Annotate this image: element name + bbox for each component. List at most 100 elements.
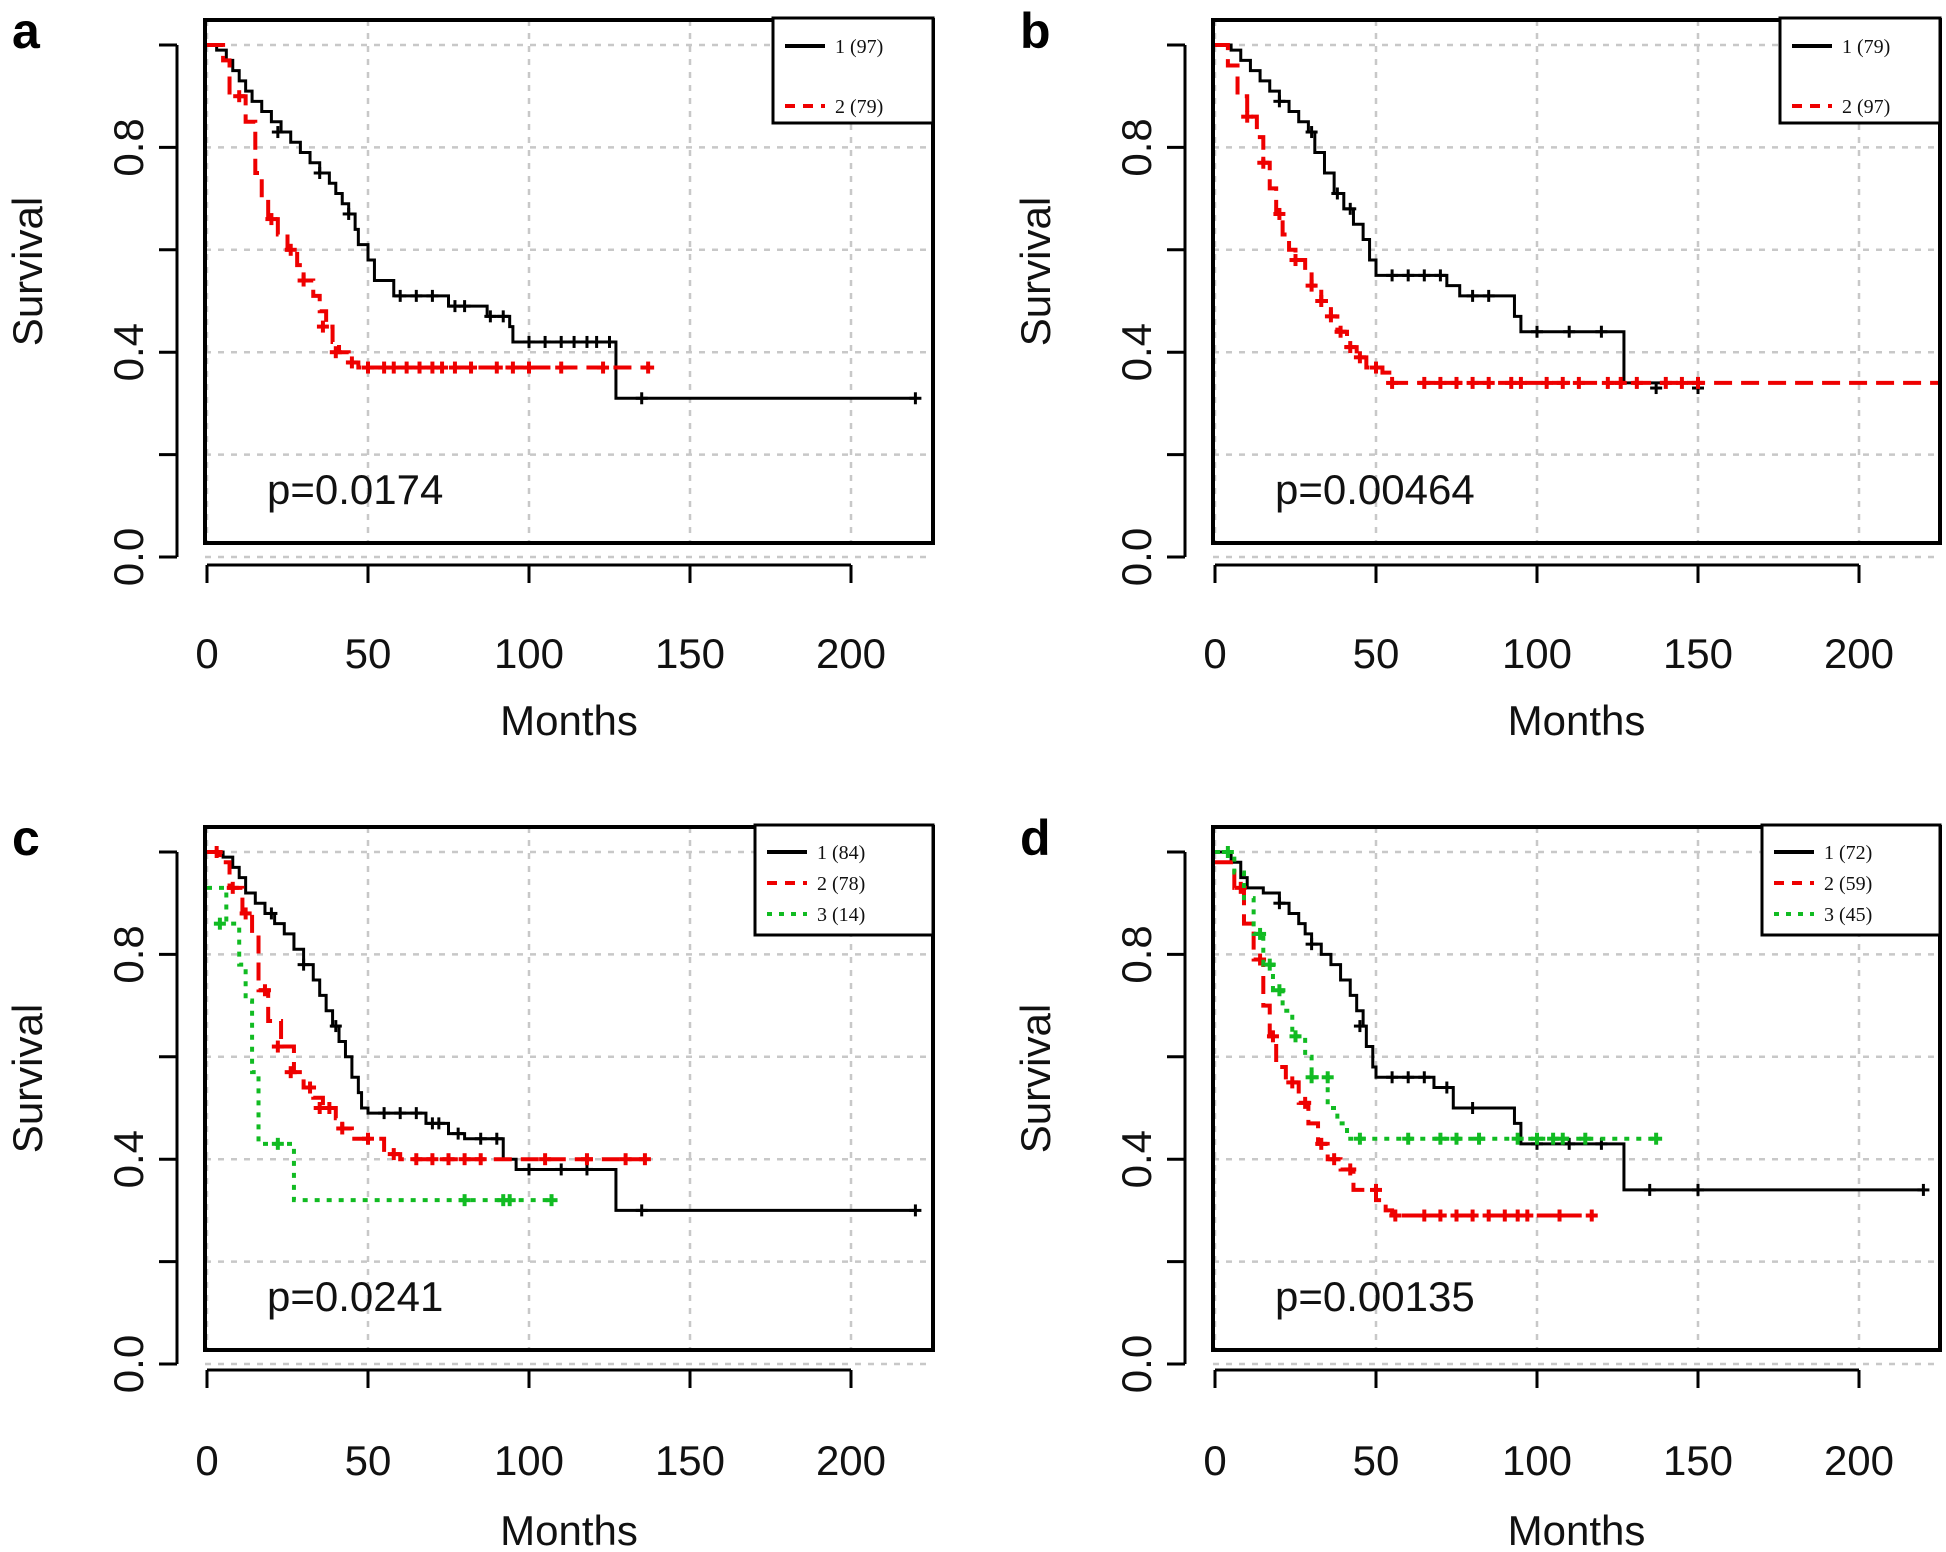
x-tick-label: 50 xyxy=(1353,1437,1400,1484)
panel-letter: b xyxy=(1020,3,1051,59)
censor-mark xyxy=(410,1153,423,1166)
censor-mark xyxy=(387,1148,400,1161)
censor-mark xyxy=(1692,1183,1704,1196)
censor-mark xyxy=(909,392,922,405)
censor-mark xyxy=(265,213,278,226)
censor-mark xyxy=(1257,156,1270,169)
censor-mark xyxy=(1315,295,1328,307)
x-tick-label: 50 xyxy=(1353,630,1400,677)
censor-mark xyxy=(1386,376,1399,389)
survival-curve-group3 xyxy=(1215,850,1657,1141)
p-value-annotation: p=0.00135 xyxy=(1275,1273,1475,1320)
censor-mark xyxy=(458,300,471,313)
censor-mark xyxy=(345,356,358,369)
censor-mark xyxy=(1466,289,1479,302)
censor-mark xyxy=(1482,289,1495,302)
censor-mark xyxy=(1273,897,1286,910)
plot-frame xyxy=(1211,825,1942,1352)
censor-mark xyxy=(1221,846,1234,858)
censor-mark xyxy=(448,361,461,374)
censor-mark xyxy=(909,1204,922,1217)
survival-curve-group2 xyxy=(207,850,649,1162)
censor-mark xyxy=(1556,376,1569,389)
censor-mark xyxy=(458,1194,471,1207)
panel-b: b 1 (79) 2 (97) 0 50 100 150 200 Months 0.0 0.4 0.8… xyxy=(1012,3,1942,744)
x-axis: 0 50 100 150 200 xyxy=(195,1368,886,1484)
censor-mark xyxy=(1305,279,1318,292)
censor-mark xyxy=(1482,1209,1495,1222)
censor-mark xyxy=(323,1102,336,1114)
x-axis: 0 50 100 150 200 xyxy=(195,563,886,677)
survival-curve-group1 xyxy=(1215,43,1698,385)
x-tick-label: 50 xyxy=(345,1437,392,1484)
censor-mark xyxy=(1418,269,1431,282)
censor-mark xyxy=(432,1117,445,1130)
censor-mark xyxy=(1353,1020,1366,1033)
y-tick-label: 0.8 xyxy=(1113,118,1160,176)
censor-mark xyxy=(304,1081,317,1094)
y-axis: 0.0 0.4 0.8 xyxy=(105,43,179,586)
censor-mark xyxy=(1263,958,1276,971)
censor-mark xyxy=(1563,325,1576,338)
panel-letter: c xyxy=(12,810,40,866)
p-value-annotation: p=0.00464 xyxy=(1275,466,1475,513)
censor-mark xyxy=(378,1107,391,1120)
censor-mark xyxy=(1353,351,1366,364)
x-tick-label: 0 xyxy=(1203,630,1226,677)
censor-mark xyxy=(635,1204,648,1217)
panel-d: d 1 (72) 2 (59) 3 (45) 0 50 100 150 200 Months 0.0… xyxy=(1012,810,1942,1552)
x-tick-label: 200 xyxy=(1824,630,1894,677)
censor-mark xyxy=(297,274,310,287)
y-axis: 0.0 0.4 0.8 xyxy=(1113,43,1187,586)
censor-mark xyxy=(436,361,449,374)
censor-mark xyxy=(1299,1096,1312,1109)
censor-mark xyxy=(1498,1209,1511,1222)
censor-mark xyxy=(1450,1132,1463,1145)
censor-mark xyxy=(1402,1132,1415,1145)
censor-mark xyxy=(1659,376,1672,389)
censor-mark xyxy=(452,1127,465,1140)
censor-mark xyxy=(387,361,400,374)
x-tick-label: 50 xyxy=(345,630,392,677)
censor-mark xyxy=(1389,1209,1402,1222)
censor-mark xyxy=(474,1153,487,1166)
censor-mark xyxy=(297,958,310,971)
censor-mark xyxy=(413,361,426,374)
censor-mark xyxy=(1254,927,1267,940)
y-tick-label: 0.0 xyxy=(1113,528,1160,586)
censor-mark xyxy=(1466,1209,1479,1222)
plot-frame xyxy=(1211,18,1942,545)
legend-label: 1 (72) xyxy=(1824,842,1872,864)
survival-curve-group1 xyxy=(207,43,916,400)
censor-mark xyxy=(497,310,510,323)
censor-mark xyxy=(1514,376,1527,389)
legend-box xyxy=(771,16,935,125)
censor-mark xyxy=(258,984,271,997)
panel-c: c 1 (84) 2 (78) 3 (14) 0 50 100 150 200 Months 0.0… xyxy=(4,810,935,1552)
censor-mark xyxy=(1266,1030,1279,1043)
censor-mark xyxy=(394,1107,407,1120)
censor-mark xyxy=(1289,1030,1302,1043)
censor-mark xyxy=(1331,187,1344,200)
x-tick-label: 150 xyxy=(1663,630,1733,677)
censor-mark xyxy=(603,335,616,348)
censor-mark xyxy=(329,1020,342,1033)
censor-mark xyxy=(1370,361,1382,374)
censor-mark xyxy=(426,1153,439,1166)
censor-mark xyxy=(539,1153,552,1166)
censor-mark xyxy=(484,310,497,323)
censor-mark xyxy=(642,361,655,374)
censor-mark xyxy=(1650,382,1663,395)
censor-mark xyxy=(1315,1137,1328,1150)
censor-mark xyxy=(1692,376,1704,389)
x-tick-label: 100 xyxy=(1502,630,1572,677)
censor-mark xyxy=(1579,1132,1592,1145)
legend-label: 2 (79) xyxy=(835,96,883,118)
p-value-annotation: p=0.0241 xyxy=(267,1273,443,1320)
legend-label: 1 (84) xyxy=(817,842,865,864)
censor-mark xyxy=(284,243,297,256)
censor-mark xyxy=(271,1040,284,1053)
y-axis-title: Survival xyxy=(1012,1004,1059,1153)
legend-label: 2 (59) xyxy=(1824,873,1872,895)
